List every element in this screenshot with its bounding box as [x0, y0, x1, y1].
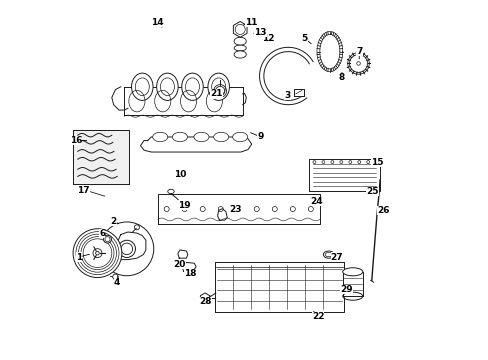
Text: 23: 23: [229, 205, 241, 214]
Text: 2: 2: [110, 217, 117, 226]
Ellipse shape: [342, 268, 362, 276]
Text: 28: 28: [199, 297, 212, 306]
Ellipse shape: [213, 132, 228, 141]
Text: 4: 4: [114, 278, 120, 287]
Text: 29: 29: [340, 285, 352, 294]
Text: 17: 17: [77, 186, 89, 195]
Polygon shape: [124, 87, 242, 116]
Polygon shape: [215, 262, 344, 312]
Text: 22: 22: [311, 312, 324, 321]
Polygon shape: [200, 293, 209, 304]
Ellipse shape: [112, 274, 118, 279]
Text: 9: 9: [257, 132, 264, 141]
Text: 12: 12: [261, 34, 273, 43]
Text: 19: 19: [178, 201, 190, 210]
Text: 3: 3: [284, 91, 290, 100]
Polygon shape: [140, 137, 251, 152]
Text: 21: 21: [210, 89, 223, 98]
Text: 26: 26: [377, 206, 389, 215]
Polygon shape: [182, 262, 196, 271]
Polygon shape: [233, 22, 246, 37]
Polygon shape: [158, 194, 319, 224]
Text: 10: 10: [173, 170, 186, 179]
Polygon shape: [118, 232, 145, 260]
Ellipse shape: [103, 235, 111, 243]
Polygon shape: [73, 130, 129, 184]
Polygon shape: [178, 250, 187, 258]
Polygon shape: [308, 159, 379, 192]
Ellipse shape: [100, 222, 153, 276]
Ellipse shape: [172, 132, 187, 141]
Ellipse shape: [73, 229, 122, 278]
Text: 24: 24: [309, 197, 322, 206]
Text: 11: 11: [245, 18, 257, 27]
Ellipse shape: [194, 132, 208, 141]
Text: 14: 14: [151, 18, 163, 27]
Ellipse shape: [323, 251, 333, 258]
Polygon shape: [293, 89, 303, 96]
Text: 1: 1: [76, 253, 82, 262]
Text: 25: 25: [366, 187, 378, 196]
Ellipse shape: [182, 73, 203, 100]
Text: 13: 13: [254, 28, 266, 37]
Text: 7: 7: [355, 47, 362, 56]
Polygon shape: [112, 87, 128, 110]
Polygon shape: [217, 209, 227, 220]
Text: 18: 18: [183, 269, 196, 278]
Ellipse shape: [131, 73, 153, 100]
Text: 20: 20: [173, 260, 185, 269]
Ellipse shape: [234, 51, 246, 58]
Text: 5: 5: [301, 34, 307, 43]
Ellipse shape: [207, 73, 229, 100]
Text: 15: 15: [370, 158, 383, 167]
Polygon shape: [316, 32, 342, 72]
Ellipse shape: [152, 132, 167, 141]
Ellipse shape: [234, 37, 246, 45]
Ellipse shape: [232, 132, 247, 141]
Text: 8: 8: [338, 73, 345, 82]
Text: 16: 16: [70, 136, 82, 145]
Polygon shape: [259, 47, 312, 105]
Text: 6: 6: [99, 229, 105, 238]
Ellipse shape: [234, 45, 246, 51]
Ellipse shape: [347, 53, 368, 74]
Text: 27: 27: [330, 253, 343, 262]
Polygon shape: [342, 272, 362, 296]
Ellipse shape: [156, 73, 178, 100]
